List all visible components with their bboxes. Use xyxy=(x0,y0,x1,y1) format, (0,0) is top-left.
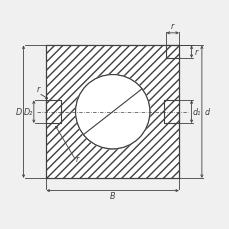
Text: r: r xyxy=(170,22,174,31)
Text: r: r xyxy=(37,85,40,94)
Text: d₁: d₁ xyxy=(192,108,201,117)
Bar xyxy=(46,101,61,124)
Bar xyxy=(164,101,178,124)
Text: B: B xyxy=(109,191,115,200)
Text: d: d xyxy=(203,108,209,117)
Circle shape xyxy=(75,75,149,149)
Text: r: r xyxy=(194,48,197,57)
Bar xyxy=(164,101,178,124)
Bar xyxy=(46,46,178,178)
Text: D: D xyxy=(15,108,22,117)
Bar xyxy=(46,46,178,178)
Circle shape xyxy=(75,75,149,149)
Bar xyxy=(46,101,61,124)
Text: D₂: D₂ xyxy=(23,108,33,117)
Text: r: r xyxy=(75,154,79,163)
